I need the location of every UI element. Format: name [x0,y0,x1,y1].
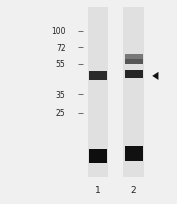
Text: 35: 35 [56,90,65,99]
Bar [89,149,107,163]
Polygon shape [152,72,158,81]
Bar [125,71,143,78]
Text: 25: 25 [56,109,65,118]
Text: 72: 72 [56,43,65,52]
Text: 2: 2 [131,185,136,194]
Text: 100: 100 [51,27,65,36]
Bar [125,146,143,162]
Bar [124,8,144,177]
Bar [125,55,143,59]
Text: 55: 55 [56,60,65,69]
Bar [125,60,143,64]
Bar [89,72,107,81]
Bar [88,8,108,177]
Text: 1: 1 [95,185,101,194]
